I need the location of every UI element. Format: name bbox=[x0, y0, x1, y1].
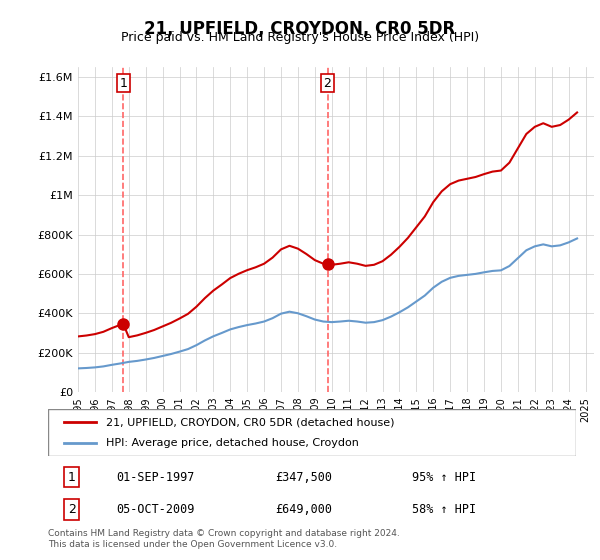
Text: 05-OCT-2009: 05-OCT-2009 bbox=[116, 503, 195, 516]
Text: Price paid vs. HM Land Registry's House Price Index (HPI): Price paid vs. HM Land Registry's House … bbox=[121, 31, 479, 44]
Text: HPI: Average price, detached house, Croydon: HPI: Average price, detached house, Croy… bbox=[106, 438, 359, 448]
Text: Contains HM Land Registry data © Crown copyright and database right 2024.
This d: Contains HM Land Registry data © Crown c… bbox=[48, 529, 400, 549]
Text: 1: 1 bbox=[68, 471, 76, 484]
Text: 2: 2 bbox=[323, 77, 331, 90]
Text: 01-SEP-1997: 01-SEP-1997 bbox=[116, 471, 195, 484]
Text: £347,500: £347,500 bbox=[275, 471, 332, 484]
Text: 1: 1 bbox=[119, 77, 127, 90]
Text: £649,000: £649,000 bbox=[275, 503, 332, 516]
Text: 95% ↑ HPI: 95% ↑ HPI bbox=[412, 471, 476, 484]
Text: 21, UPFIELD, CROYDON, CR0 5DR: 21, UPFIELD, CROYDON, CR0 5DR bbox=[145, 20, 455, 38]
Text: 21, UPFIELD, CROYDON, CR0 5DR (detached house): 21, UPFIELD, CROYDON, CR0 5DR (detached … bbox=[106, 417, 395, 427]
Text: 58% ↑ HPI: 58% ↑ HPI bbox=[412, 503, 476, 516]
FancyBboxPatch shape bbox=[48, 409, 576, 456]
Text: 2: 2 bbox=[68, 503, 76, 516]
